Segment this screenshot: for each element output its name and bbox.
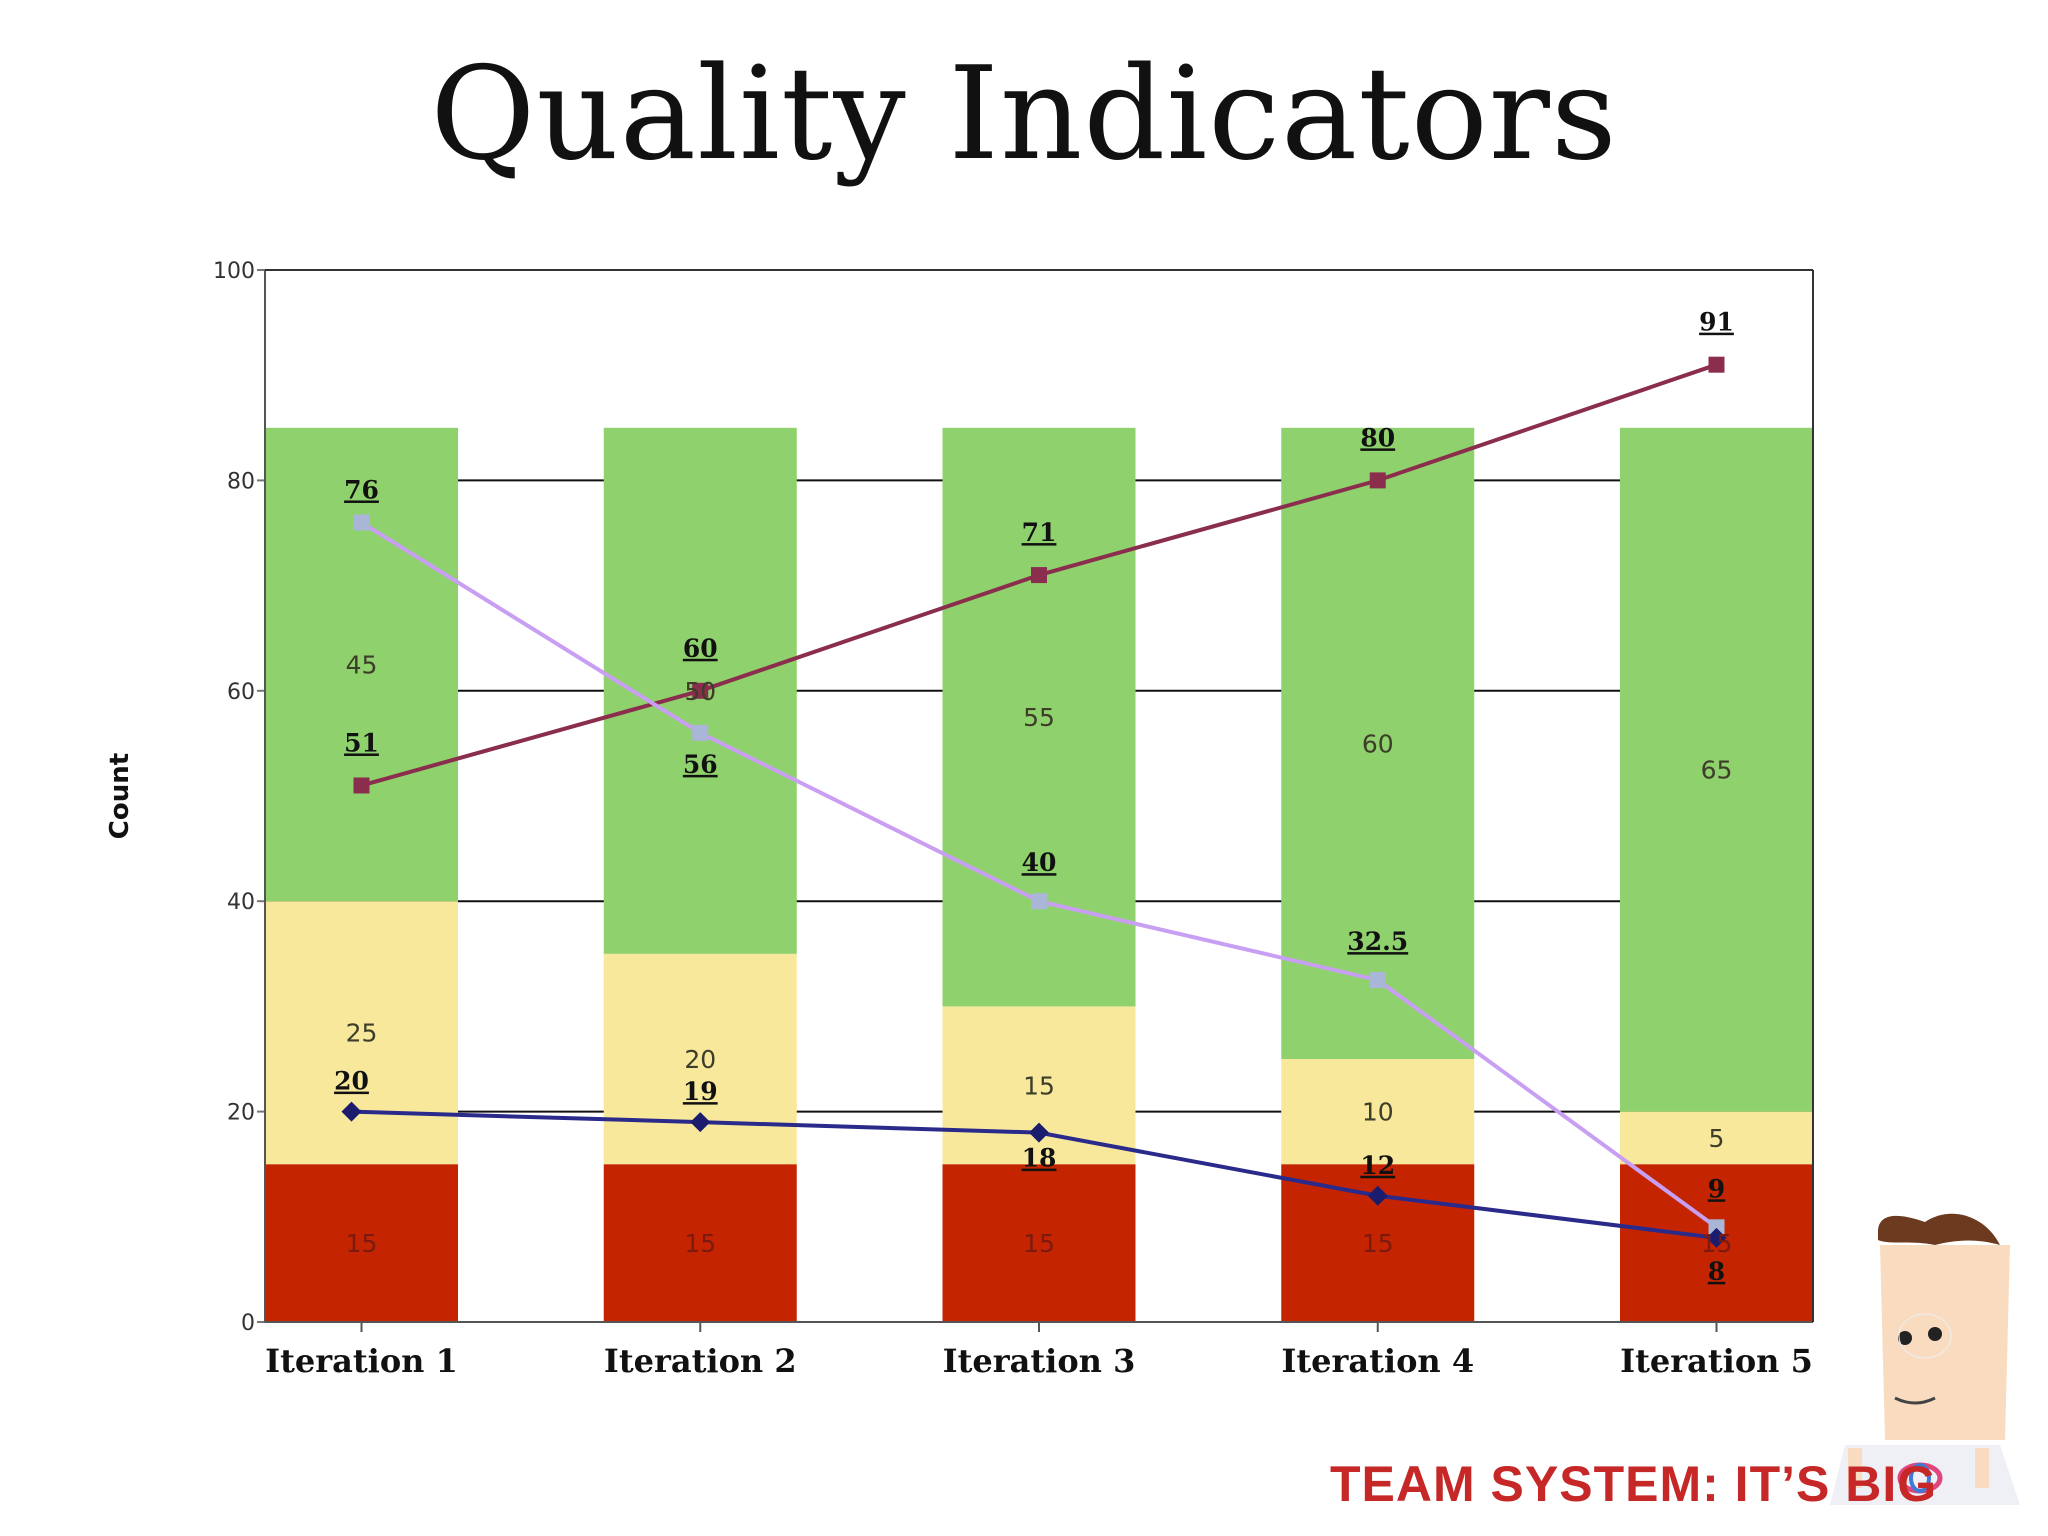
x-tick-label: Iteration 2 bbox=[604, 1342, 797, 1380]
line-value-label: 32.5 bbox=[1347, 927, 1408, 956]
x-tick-label: Iteration 1 bbox=[265, 1342, 458, 1380]
bar-value-label: 65 bbox=[1701, 756, 1733, 785]
bar-value-label: 60 bbox=[1362, 729, 1394, 758]
bar-segment-green bbox=[1281, 427, 1475, 1059]
line-value-label: 76 bbox=[344, 475, 379, 504]
bar-value-label: 15 bbox=[346, 1229, 378, 1258]
line-value-label: 71 bbox=[1022, 518, 1057, 547]
bar-value-label: 15 bbox=[1023, 1071, 1055, 1100]
y-tick-label: 20 bbox=[227, 1101, 255, 1126]
line-value-label: 18 bbox=[1022, 1144, 1057, 1173]
bars-layer bbox=[265, 427, 1813, 1322]
line-value-label: 8 bbox=[1708, 1257, 1725, 1286]
bar-segment-red bbox=[942, 1164, 1136, 1322]
y-tick-label: 40 bbox=[227, 890, 255, 915]
line-marker bbox=[1031, 893, 1047, 910]
bar-segment-green bbox=[265, 427, 458, 902]
bar-value-label: 10 bbox=[1362, 1098, 1394, 1127]
line-marker bbox=[1369, 472, 1386, 489]
line-marker bbox=[353, 777, 370, 794]
line-marker bbox=[1031, 567, 1047, 584]
bar-segment-yellow bbox=[1281, 1059, 1475, 1165]
line-marker bbox=[1369, 972, 1386, 989]
labels-layer: 15 15 15 15 15 25 20 15 10 5 45 50 55 60 65 51 60 71 80 91 7… bbox=[334, 308, 1734, 1286]
bar-value-label: 15 bbox=[1362, 1229, 1394, 1258]
bar-segment-yellow bbox=[1620, 1111, 1813, 1165]
bar-value-label: 50 bbox=[684, 677, 716, 706]
line-marker bbox=[692, 724, 709, 741]
line-value-label: 40 bbox=[1022, 848, 1057, 877]
x-tick-label: Iteration 5 bbox=[1620, 1342, 1813, 1380]
bar-segment-green bbox=[942, 427, 1136, 1007]
x-tick-label: Iteration 4 bbox=[1281, 1342, 1474, 1380]
footer-logo-text: TEAM SYSTEM: IT’S BIG bbox=[1330, 1456, 1938, 1512]
lines-layer bbox=[341, 356, 1727, 1248]
y-tick-label: 100 bbox=[213, 259, 255, 284]
line-value-label: 12 bbox=[1360, 1151, 1395, 1180]
line-value-label: 80 bbox=[1360, 423, 1395, 452]
axes-layer: 0 20 40 60 80 100 Iteration 1 Iteration 2 Iterat… bbox=[105, 259, 1814, 1380]
line-value-label: 91 bbox=[1699, 308, 1734, 337]
line-marker bbox=[1706, 1227, 1727, 1248]
bar-segment-red bbox=[265, 1164, 458, 1322]
line-marker bbox=[1708, 1219, 1725, 1236]
bar-value-label: 55 bbox=[1023, 703, 1055, 732]
slide-title: Quality Indicators bbox=[430, 40, 1618, 189]
line-value-label: 9 bbox=[1708, 1174, 1725, 1203]
x-tick-label: Iteration 3 bbox=[943, 1342, 1136, 1380]
line-marker bbox=[692, 682, 709, 699]
line-marker bbox=[1708, 356, 1725, 373]
bar-value-label: 15 bbox=[1701, 1229, 1733, 1258]
y-axis-label: Count bbox=[105, 753, 135, 839]
line-marker bbox=[1029, 1122, 1049, 1143]
line-marker bbox=[341, 1101, 362, 1122]
bar-segment-red bbox=[603, 1164, 797, 1322]
bar-segment-yellow bbox=[265, 901, 458, 1165]
line-value-label: 60 bbox=[683, 634, 718, 663]
y-tick-label: 80 bbox=[227, 469, 255, 494]
line-value-label: 56 bbox=[683, 750, 718, 779]
y-tick-label: 0 bbox=[241, 1311, 255, 1336]
line-value-label: 51 bbox=[344, 728, 379, 757]
bar-segment-green bbox=[1620, 427, 1813, 1112]
line-value-label: 19 bbox=[683, 1077, 718, 1106]
bar-value-label: 15 bbox=[1023, 1229, 1055, 1258]
bar-value-label: 20 bbox=[684, 1045, 716, 1074]
line-value-label: 20 bbox=[334, 1067, 369, 1096]
line-marker bbox=[353, 514, 370, 531]
y-tick-label: 60 bbox=[227, 680, 255, 705]
bar-value-label: 5 bbox=[1709, 1124, 1725, 1153]
line-marker bbox=[690, 1112, 711, 1133]
line-marker bbox=[1367, 1185, 1388, 1206]
bar-value-label: 15 bbox=[684, 1229, 716, 1258]
bar-value-label: 25 bbox=[346, 1019, 378, 1048]
bar-value-label: 45 bbox=[346, 651, 378, 680]
